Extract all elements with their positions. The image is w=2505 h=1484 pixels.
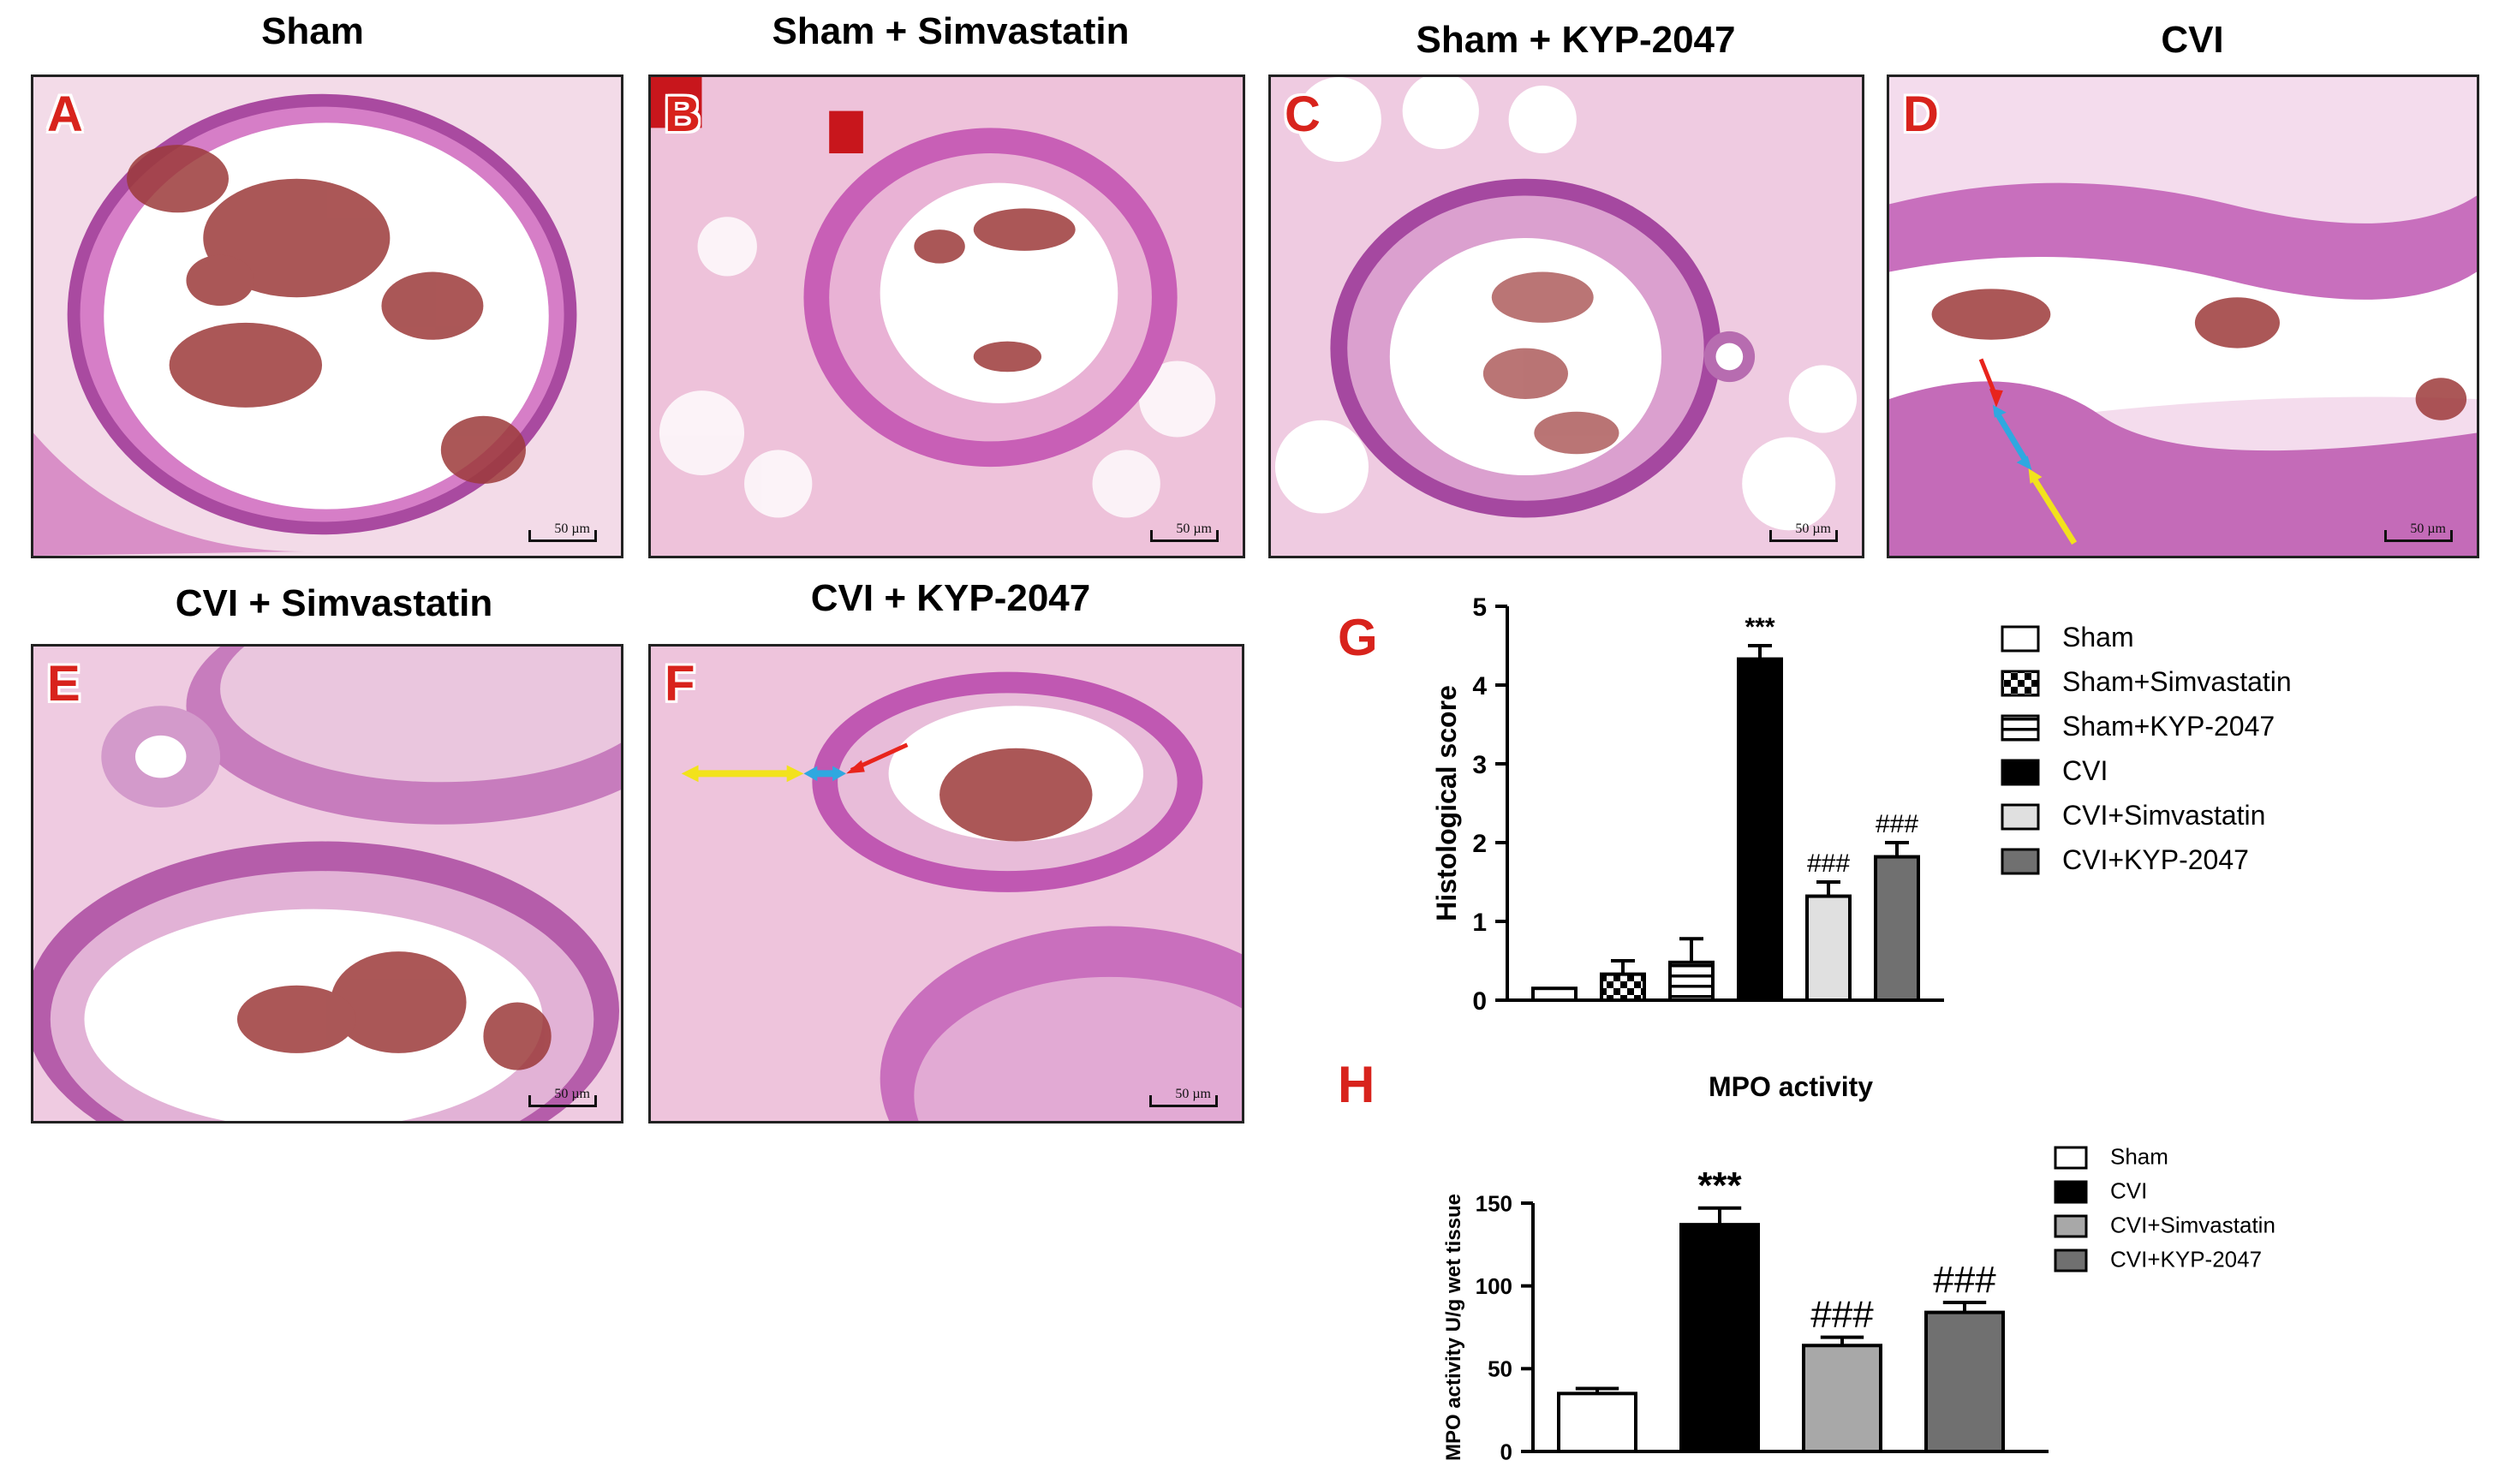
mpo-chart-title: MPO activity [1709, 1071, 1873, 1102]
histological-legend-swatch-1 [2001, 670, 2040, 697]
micrograph-d: D 50 µm [1887, 74, 2479, 558]
scale-bar-c [1769, 530, 1838, 542]
mpo-significance-1: *** [1697, 1165, 1742, 1207]
histological-bar-2 [1668, 960, 1715, 1002]
scale-text-d: 50 µm [2410, 521, 2446, 536]
panel-letter-a: A [47, 86, 83, 142]
histological-legend-swatch-0 [2001, 625, 2040, 653]
scale-text-e: 50 µm [554, 1087, 590, 1101]
histological-bar-3 [1737, 657, 1783, 1002]
histological-y-axis-label: Histological score [1431, 685, 1462, 921]
histological-legend-label-3: CVI [2062, 755, 2108, 786]
panel-title-a: Sham [261, 10, 364, 52]
histological-legend-label-0: Sham [2062, 622, 2134, 653]
scale-bar-e [528, 1095, 597, 1107]
histological-y-tick-label: 2 [1472, 830, 1487, 858]
panel-letter-b: B [665, 86, 701, 142]
mpo-activity-chart: MPO activity 0 50 100 150 MPO activity U/g we… [1422, 1062, 2449, 1477]
histological-significance-5: ### [1876, 810, 1918, 838]
mpo-legend-swatch-3 [2054, 1249, 2088, 1272]
mpo-legend-label-3: CVI+KYP-2047 [2110, 1247, 2262, 1272]
mpo-y-axis-label: MPO activity U/g wet tissue [1442, 1194, 1465, 1461]
mpo-legend-label-1: CVI [2110, 1178, 2147, 1204]
histological-y-tick-label: 0 [1472, 987, 1487, 1016]
mpo-y-tick-label: 50 [1488, 1356, 1512, 1382]
mpo-bar-1 [1679, 1223, 1760, 1453]
mpo-legend-swatch-1 [2054, 1180, 2088, 1204]
mpo-legend-label-2: CVI+Simvastatin [2110, 1213, 2275, 1238]
mpo-significance-3: ### [1933, 1259, 1996, 1301]
panel-title-f: CVI + KYP-2047 [810, 577, 1091, 619]
histological-legend-swatch-3 [2001, 759, 2040, 786]
histological-significance-3: *** [1745, 613, 1774, 641]
histological-score-svg: 0 1 2 3 4 5 Histological score *** ### ### Sham Sha… [1431, 593, 2292, 1016]
histological-bar-0 [1531, 986, 1578, 1003]
mpo-significance-2: ### [1810, 1294, 1874, 1336]
histological-y-tick-label: 5 [1472, 593, 1487, 622]
histological-legend-swatch-2 [2001, 714, 2040, 742]
mpo-bar-2 [1802, 1344, 1882, 1453]
scale-text-f: 50 µm [1175, 1087, 1211, 1101]
panel-title-e: CVI + Simvastatin [175, 582, 493, 624]
histological-significance-4: ### [1807, 849, 1850, 878]
scale-bar-a [528, 530, 597, 542]
mpo-y-tick-label: 150 [1476, 1190, 1512, 1216]
histological-legend-label-1: Sham+Simvastatin [2062, 666, 2292, 697]
histological-score-chart: 0 1 2 3 4 5 Histological score *** ### ### Sham Sha… [1422, 591, 2449, 1016]
mpo-y-tick-label: 0 [1500, 1439, 1512, 1464]
histological-legend-label-4: CVI+Simvastatin [2062, 800, 2265, 831]
histological-legend-swatch-5 [2001, 848, 2040, 875]
mpo-activity-svg: MPO activity 0 50 100 150 MPO activity U/g we… [1442, 1071, 2275, 1464]
histological-y-tick-label: 4 [1472, 672, 1487, 700]
scale-bar-d [2384, 530, 2453, 542]
scale-bar-f [1149, 1095, 1218, 1107]
histological-bar-5 [1874, 855, 1920, 1002]
micrograph-c: C 50 µm [1268, 74, 1864, 558]
histological-bar-1 [1600, 972, 1646, 1003]
mpo-bar-0 [1557, 1392, 1637, 1454]
panel-letter-e: E [47, 656, 81, 712]
histological-legend-label-2: Sham+KYP-2047 [2062, 711, 2275, 742]
micrograph-a: A 50 µm [31, 74, 623, 558]
mpo-legend-swatch-2 [2054, 1214, 2088, 1238]
mpo-y-tick-label: 100 [1476, 1273, 1512, 1299]
scale-text-b: 50 µm [1176, 521, 1212, 536]
scale-bar-b [1150, 530, 1219, 542]
histological-legend-swatch-4 [2001, 803, 2040, 831]
mpo-legend-swatch-0 [2054, 1146, 2088, 1170]
histological-bar-4 [1805, 894, 1852, 1002]
micrograph-f: F 50 µm [648, 644, 1244, 1123]
micrograph-b: B 50 µm [648, 74, 1245, 558]
panel-title-c: Sham + KYP-2047 [1416, 19, 1736, 61]
scale-text-c: 50 µm [1795, 521, 1831, 536]
panel-letter-f: F [665, 656, 695, 712]
panel-title-b: Sham + Simvastatin [772, 10, 1130, 52]
histological-y-tick-label: 3 [1472, 751, 1487, 779]
scale-text-a: 50 µm [554, 521, 590, 536]
histological-legend-label-5: CVI+KYP-2047 [2062, 844, 2249, 875]
panel-letter-c: C [1285, 86, 1321, 142]
panel-letter-g: G [1338, 609, 1378, 666]
panel-title-d: CVI [2161, 19, 2224, 61]
panel-letter-d: D [1903, 86, 1939, 142]
histological-y-tick-label: 1 [1472, 909, 1487, 937]
mpo-legend-label-0: Sham [2110, 1144, 2168, 1170]
mpo-bar-3 [1924, 1310, 2005, 1453]
micrograph-e: E 50 µm [31, 644, 623, 1123]
panel-letter-h: H [1338, 1056, 1375, 1113]
